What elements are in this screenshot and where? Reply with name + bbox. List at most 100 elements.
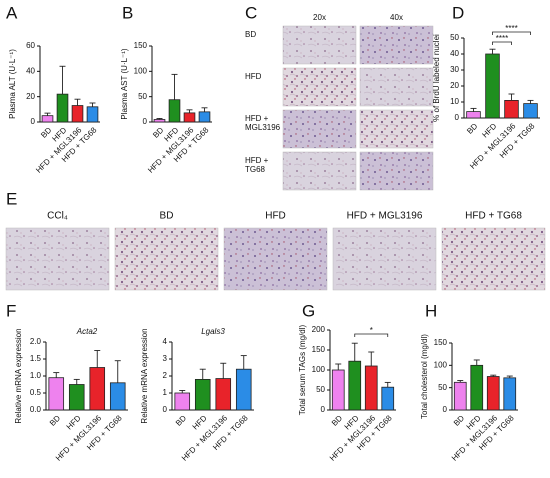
y-axis-label: Relative mRNA expression	[140, 328, 149, 423]
y-tick-label: 1	[163, 388, 168, 397]
bar	[183, 112, 196, 123]
bar	[89, 367, 106, 411]
panel-letter: B	[122, 3, 133, 22]
y-tick-label: 2	[163, 371, 168, 380]
y-tick-label: 100	[134, 66, 148, 75]
y-axis-label: Plasma AST (U·L⁻¹)	[120, 48, 129, 120]
row-label-box: HFD + TG68	[245, 156, 269, 175]
significance-label: ****	[505, 24, 517, 33]
x-tick-label: HFD	[65, 413, 83, 431]
y-tick-label: 4	[163, 337, 168, 346]
bar	[485, 53, 500, 119]
micrograph	[359, 109, 434, 149]
column-label: 20x	[313, 13, 326, 22]
y-tick-label: 60	[26, 41, 35, 50]
y-tick-label: 0	[163, 405, 168, 414]
micrograph	[441, 227, 546, 291]
bar	[486, 376, 500, 411]
bar	[41, 115, 54, 123]
bar	[470, 364, 484, 411]
micrograph	[282, 25, 357, 65]
bar	[348, 360, 362, 411]
bar	[235, 368, 252, 411]
y-tick-label: 10	[450, 97, 459, 106]
x-tick-label: BD	[465, 121, 479, 135]
bar	[56, 93, 69, 123]
x-tick-label: BD	[48, 413, 62, 427]
image-label: HFD	[265, 211, 286, 222]
bar	[198, 111, 211, 123]
y-tick-label: 100	[434, 360, 448, 369]
micrograph	[332, 227, 437, 291]
y-tick-label: 0	[443, 405, 448, 414]
bar	[86, 106, 99, 123]
row-label: BD	[245, 30, 257, 39]
y-axis-label: Plasma ALT (U·L⁻¹)	[8, 49, 17, 119]
y-tick-label: 1.5	[30, 354, 42, 363]
y-tick-label: 30	[450, 65, 459, 74]
y-tick-label: 50	[316, 385, 325, 394]
panel-letter: H	[425, 301, 437, 320]
micrograph	[114, 227, 219, 291]
y-tick-label: 0	[31, 117, 36, 126]
y-tick-label: 20	[450, 81, 459, 90]
x-tick-label: HFD	[191, 413, 209, 431]
micrograph	[223, 227, 328, 291]
significance-bracket	[492, 41, 512, 45]
y-tick-label: 0	[143, 117, 148, 126]
y-axis-label: Relative mRNA expression	[14, 328, 23, 423]
bar	[503, 377, 517, 411]
row-label: HFD + MGL3196	[245, 114, 281, 133]
image-label: HFD + TG68	[465, 211, 522, 222]
image-label: BD	[160, 211, 174, 222]
bar	[381, 386, 395, 411]
row-label: HFD	[245, 72, 262, 81]
y-tick-label: 0.5	[30, 388, 42, 397]
bar	[364, 365, 378, 411]
bar	[466, 111, 481, 119]
y-tick-label: 0.0	[30, 405, 42, 414]
panel-letter: E	[6, 189, 17, 208]
bar	[174, 392, 191, 411]
row-label-box: HFD + MGL3196	[245, 114, 281, 133]
significance-label: ****	[496, 34, 508, 43]
y-axis-label: % of BrdU labeled nuclei	[432, 34, 441, 122]
image-label: CCl₄	[47, 211, 68, 222]
x-tick-label: BD	[174, 413, 188, 427]
bar	[153, 119, 166, 123]
y-tick-label: 0	[321, 405, 326, 414]
bar	[68, 384, 85, 411]
micrograph	[359, 25, 434, 65]
chart-title: Lgals3	[201, 327, 225, 336]
y-tick-label: 200	[312, 325, 326, 334]
bar	[168, 99, 181, 123]
bar	[194, 378, 211, 411]
y-tick-label: 150	[434, 338, 448, 347]
significance-bracket	[492, 31, 531, 35]
y-tick-label: 2.0	[30, 337, 42, 346]
y-tick-label: 1.0	[30, 371, 42, 380]
bar	[453, 381, 467, 411]
y-tick-label: 40	[450, 49, 459, 58]
y-tick-label: 20	[26, 92, 35, 101]
micrograph	[282, 67, 357, 107]
micrograph	[5, 227, 110, 291]
row-label-box: HFD	[245, 72, 262, 81]
y-tick-label: 150	[312, 345, 326, 354]
panel-letter: A	[6, 3, 18, 22]
panel-letter: F	[6, 301, 16, 320]
bar	[215, 378, 232, 411]
image-label: HFD + MGL3196	[347, 211, 423, 222]
row-label: HFD + TG68	[245, 156, 269, 175]
column-label: 40x	[390, 13, 403, 22]
y-tick-label: 100	[312, 365, 326, 374]
significance-label: *	[370, 326, 373, 335]
y-axis-label: Total cholesterol (mg/dl)	[420, 334, 429, 419]
chart-title: Acta2	[76, 327, 98, 336]
micrograph	[282, 109, 357, 149]
significance-bracket	[354, 333, 389, 337]
micrograph	[359, 67, 434, 107]
bar	[48, 377, 65, 411]
panel-letter: G	[302, 301, 315, 320]
